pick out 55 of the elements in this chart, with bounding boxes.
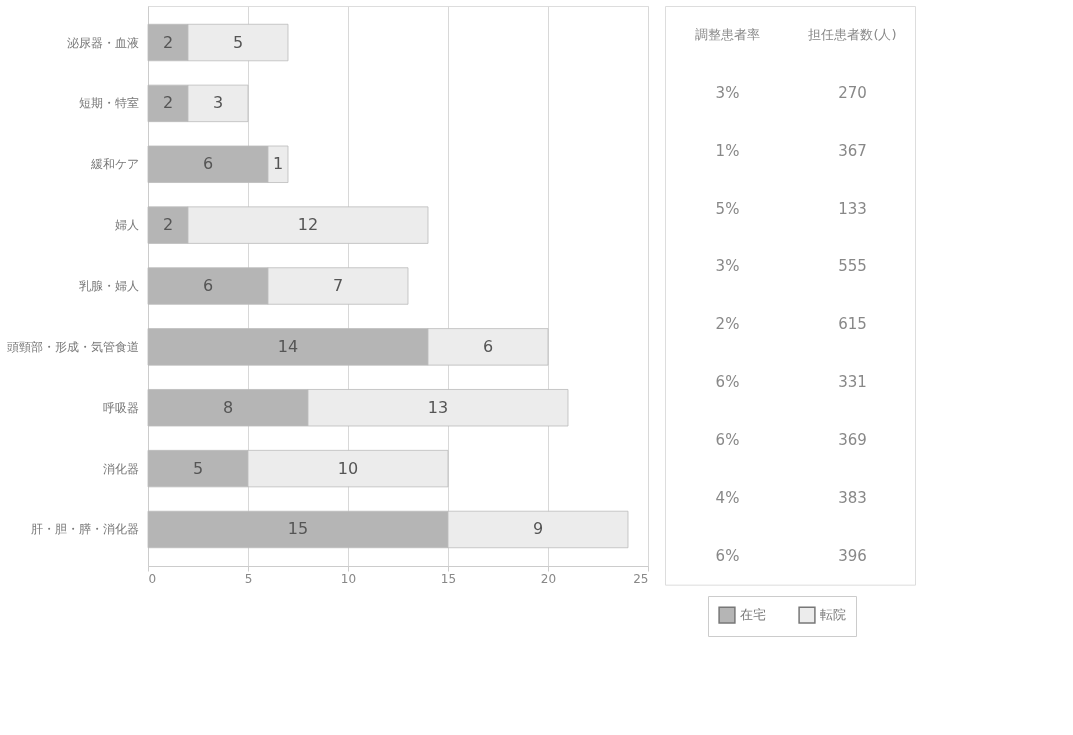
y-tick-label: 乳腺・婦人 xyxy=(78,279,139,293)
text: 調整患者率 xyxy=(695,26,760,42)
text: 369 xyxy=(838,431,867,449)
y-tick-label: 緩和ケア xyxy=(89,157,139,172)
x-tick-label: 10 xyxy=(340,571,357,586)
text: 6% xyxy=(715,546,740,565)
y-tick-label: 頭頸部・形成・気管食道 xyxy=(6,339,139,354)
y-tick-label: 泌尿器・血液 xyxy=(66,35,139,50)
data-label: 5 xyxy=(192,458,204,478)
x-tick-label: 15 xyxy=(440,571,457,586)
data-label: 7 xyxy=(332,276,344,295)
data-label: 6 xyxy=(202,154,214,174)
data-label: 2 xyxy=(162,93,174,113)
text: 5% xyxy=(715,199,740,218)
x-tick-label: 5 xyxy=(244,571,253,586)
text: 270 xyxy=(838,83,867,102)
text: 6% xyxy=(715,373,740,392)
x-tick-label: 20 xyxy=(540,571,557,586)
y-tick-label: 呼吸器 xyxy=(102,400,139,415)
data-label: 6 xyxy=(482,336,494,356)
x-tick-label: 0 xyxy=(148,571,157,586)
data-label: 10 xyxy=(337,458,359,478)
text: 3% xyxy=(715,257,740,276)
data-label: 15 xyxy=(287,519,309,539)
y-tick-label: 婦人 xyxy=(114,218,139,233)
legend-label: 在宅 xyxy=(740,607,766,623)
text: 4% xyxy=(715,488,740,507)
text: 396 xyxy=(838,546,867,565)
data-label: 2 xyxy=(162,32,174,52)
text: 555 xyxy=(838,257,867,276)
data-label: 3 xyxy=(212,93,224,113)
data-label: 12 xyxy=(297,215,319,235)
data-label: 6 xyxy=(202,276,214,295)
data-label: 5 xyxy=(232,32,244,52)
y-tick-label: 消化器 xyxy=(102,461,139,476)
legend-label: 転院 xyxy=(820,607,846,623)
data-label: 9 xyxy=(532,519,544,539)
data-label: 2 xyxy=(162,215,174,235)
y-tick-label: 短期・特室 xyxy=(78,96,139,111)
data-label: 14 xyxy=(277,336,299,356)
data-label: 1 xyxy=(272,154,284,174)
text: 6% xyxy=(715,431,740,449)
data-label: 13 xyxy=(427,397,449,417)
text: 3% xyxy=(715,83,740,102)
text: 担任患者数(人) xyxy=(808,26,897,42)
text: 2% xyxy=(715,315,740,334)
text: 1% xyxy=(715,141,740,160)
text: 133 xyxy=(838,199,867,218)
text: 615 xyxy=(838,315,867,334)
x-tick-label: 25 xyxy=(633,571,649,586)
data-label: 8 xyxy=(222,397,234,417)
text: 367 xyxy=(838,141,867,160)
text: 383 xyxy=(838,488,867,507)
y-tick-label: 肝・胆・膵・消化器 xyxy=(30,522,139,537)
text: 331 xyxy=(838,373,867,392)
